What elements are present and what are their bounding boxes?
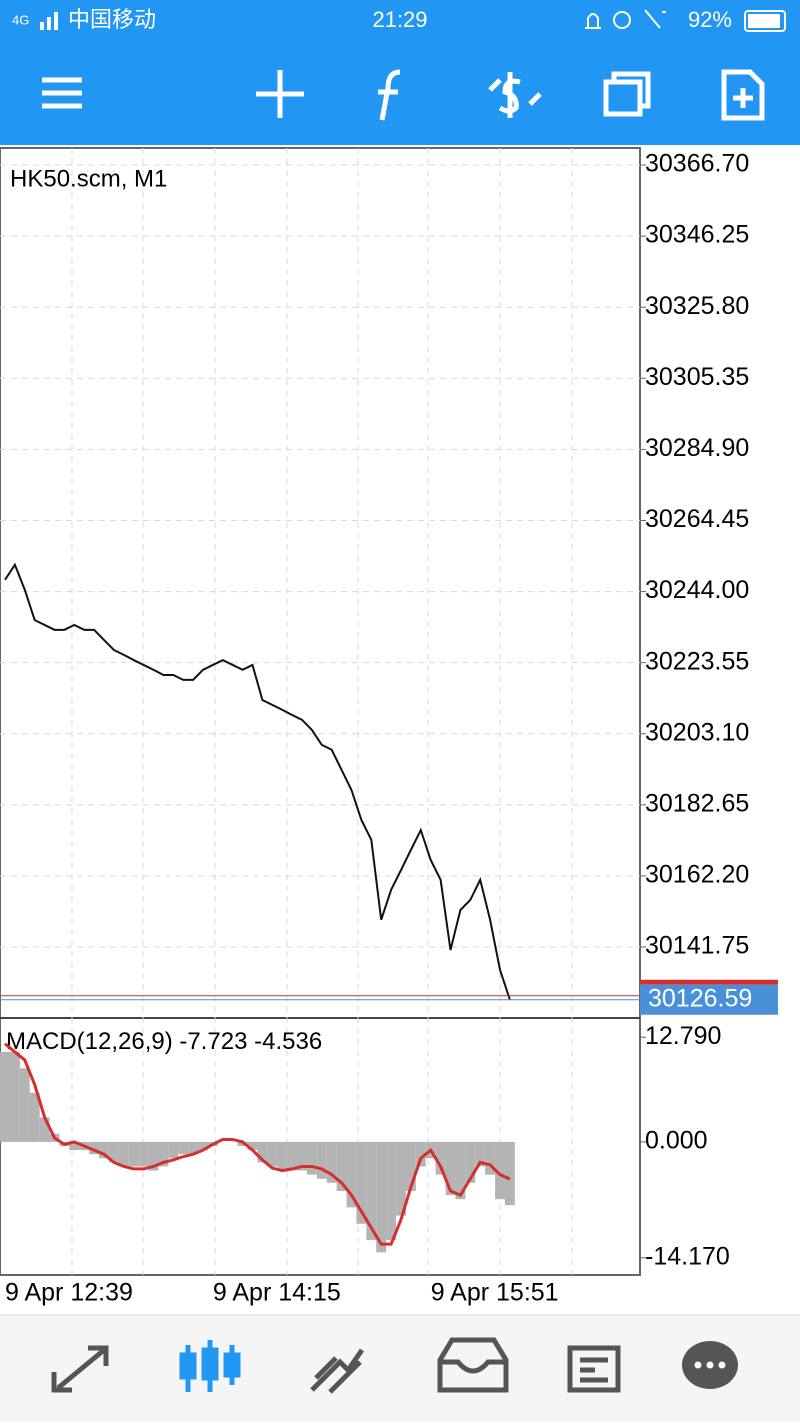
macd-bar bbox=[128, 1141, 139, 1167]
macd-bar bbox=[376, 1141, 387, 1253]
macd-bar bbox=[306, 1141, 317, 1175]
trade-button[interactable] bbox=[488, 72, 542, 118]
macd-bar bbox=[39, 1117, 50, 1142]
macd-bar bbox=[237, 1141, 248, 1146]
macd-bar bbox=[168, 1141, 179, 1159]
macd-bar bbox=[108, 1141, 119, 1163]
macd-name: MACD(12,26,9) bbox=[6, 1028, 173, 1055]
y-tick-label: 30284.90 bbox=[645, 434, 749, 462]
macd-bar bbox=[356, 1141, 367, 1224]
macd-bar bbox=[267, 1141, 278, 1167]
chat-tab[interactable] bbox=[682, 1341, 738, 1389]
y-tick-label: 30141.75 bbox=[645, 932, 749, 960]
status-icons bbox=[585, 9, 666, 29]
macd-bar bbox=[118, 1141, 129, 1167]
price-line bbox=[4, 562, 511, 1001]
y-tick-label: 30162.20 bbox=[645, 861, 749, 889]
trade-tab[interactable] bbox=[310, 1348, 365, 1394]
macd-bar bbox=[69, 1141, 80, 1151]
macd-bar bbox=[257, 1141, 268, 1163]
network: 4G bbox=[12, 12, 29, 27]
macd-bar bbox=[99, 1141, 109, 1159]
y-tick-label: 30325.80 bbox=[645, 292, 749, 320]
macd-bar bbox=[188, 1141, 199, 1155]
clock: 21:29 bbox=[372, 7, 427, 32]
y-tick-label: 30203.10 bbox=[645, 718, 749, 746]
macd-bar bbox=[247, 1141, 258, 1151]
x-tick-label: 9 Apr 12:39 bbox=[5, 1279, 133, 1307]
macd-bar bbox=[396, 1141, 406, 1216]
macd-bar bbox=[386, 1141, 397, 1241]
crosshair-button[interactable] bbox=[256, 70, 304, 118]
y-tick-label: 30305.35 bbox=[645, 363, 749, 391]
y-tick-label: 30264.45 bbox=[645, 505, 749, 533]
price-tag bbox=[640, 984, 778, 1015]
battery-level: 92% bbox=[688, 7, 732, 32]
battery-icon bbox=[744, 10, 786, 32]
macd-bar bbox=[178, 1141, 189, 1155]
macd-bar bbox=[277, 1141, 288, 1171]
chart-area bbox=[0, 147, 641, 1276]
signal-value: -4.536 bbox=[254, 1028, 322, 1055]
history-tab[interactable] bbox=[437, 1337, 509, 1393]
new-order-button[interactable] bbox=[721, 69, 765, 121]
macd-bar bbox=[346, 1141, 357, 1208]
y-tick-label: 30366.70 bbox=[645, 150, 749, 178]
macd-bar bbox=[158, 1141, 169, 1167]
macd-bar bbox=[455, 1141, 466, 1200]
macd-bar bbox=[495, 1141, 505, 1200]
bid-marker bbox=[640, 979, 778, 985]
macd-bar bbox=[29, 1092, 40, 1142]
x-tick-label: 9 Apr 15:51 bbox=[431, 1279, 559, 1307]
macd-bar bbox=[287, 1141, 298, 1171]
macd-bar bbox=[297, 1141, 307, 1171]
macd-value: -7.723 bbox=[179, 1028, 247, 1055]
menu-button[interactable] bbox=[42, 77, 82, 109]
macd-bar bbox=[148, 1141, 159, 1171]
carrier: 中国移动 bbox=[68, 7, 156, 32]
macd-bar bbox=[0, 1051, 10, 1142]
y-tick-label: 30244.00 bbox=[645, 576, 749, 604]
macd-bar bbox=[504, 1141, 515, 1206]
macd-title: MACD(12,26,9) -7.723 -4.536 bbox=[6, 1028, 322, 1055]
macd-bar bbox=[445, 1141, 456, 1196]
y-tick-label: 0.000 bbox=[645, 1127, 708, 1155]
y-tick-label: 30346.25 bbox=[645, 221, 749, 249]
macd-bar bbox=[326, 1141, 337, 1183]
y-tick-label: 30223.55 bbox=[645, 647, 749, 675]
symbol-title: HK50.scm, M1 bbox=[10, 165, 167, 192]
macd-bar bbox=[19, 1068, 30, 1142]
macd-bar bbox=[198, 1141, 208, 1151]
macd-bar bbox=[435, 1141, 446, 1175]
macd-bar bbox=[366, 1141, 377, 1241]
y-tick-label: -14.170 bbox=[645, 1242, 730, 1270]
macd-bar bbox=[485, 1141, 496, 1175]
macd-bar bbox=[415, 1141, 426, 1167]
macd-bar bbox=[405, 1141, 416, 1191]
current-price: 30126.59 bbox=[648, 984, 752, 1012]
signal-icon bbox=[40, 12, 58, 30]
macd-bar bbox=[138, 1141, 149, 1167]
macd-bar bbox=[316, 1141, 327, 1179]
signal-line bbox=[4, 1042, 511, 1246]
x-tick-label: 9 Apr 14:15 bbox=[213, 1279, 341, 1307]
macd-bar bbox=[89, 1141, 100, 1155]
y-tick-label: 30182.65 bbox=[645, 789, 749, 817]
y-tick-label: 12.790 bbox=[645, 1022, 721, 1050]
macd-bar bbox=[465, 1141, 476, 1183]
quotes-tab[interactable] bbox=[51, 1345, 109, 1393]
macd-bar bbox=[336, 1141, 347, 1191]
windows-button[interactable] bbox=[603, 71, 651, 117]
macd-bar bbox=[475, 1141, 486, 1167]
news-tab[interactable] bbox=[567, 1345, 621, 1393]
indicators-button[interactable] bbox=[378, 69, 401, 121]
chart-tab[interactable] bbox=[179, 1340, 241, 1392]
bottom-nav bbox=[0, 1315, 800, 1422]
macd-bar bbox=[9, 1051, 20, 1142]
